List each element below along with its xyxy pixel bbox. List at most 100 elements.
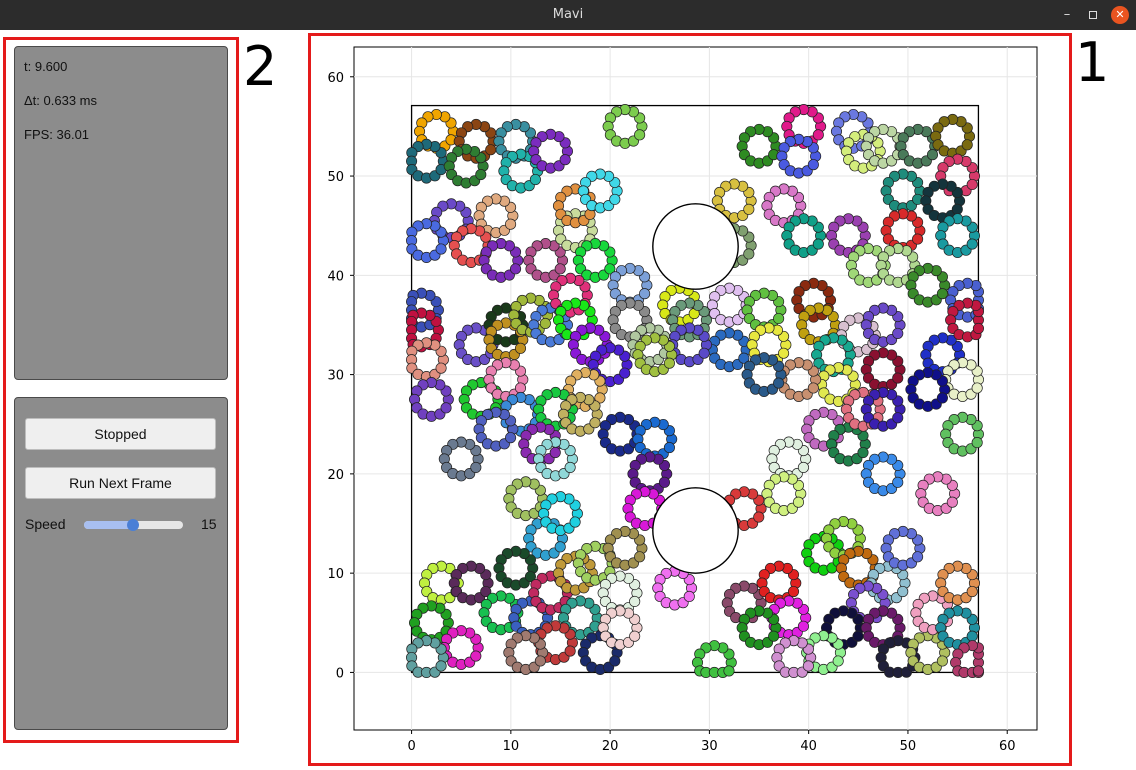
maximize-icon[interactable] [1084, 6, 1102, 24]
cell [538, 491, 583, 537]
cell [935, 560, 981, 606]
cell [448, 560, 494, 606]
cell [741, 352, 787, 398]
speed-slider-fill [84, 521, 133, 529]
cell [860, 451, 906, 497]
cell [905, 262, 951, 308]
cell [930, 113, 976, 159]
cell-bead [812, 129, 824, 141]
cell [406, 218, 449, 264]
cell [406, 337, 449, 383]
cell [706, 327, 752, 373]
cell-bead [753, 511, 765, 523]
cell-bead [773, 312, 785, 325]
cell-bead [634, 551, 646, 563]
cell-bead [926, 149, 939, 161]
annotation-box-panel [3, 37, 239, 743]
cell [557, 391, 603, 437]
cell-bead [832, 655, 844, 667]
cell-bead [505, 218, 517, 230]
cell [602, 103, 648, 149]
cell [860, 386, 906, 432]
cell-bead [946, 496, 958, 508]
cell [438, 625, 484, 671]
cell-bead [480, 585, 492, 598]
fps-readout: FPS: 36.01 [24, 127, 90, 142]
cell-bead [787, 585, 800, 598]
cell-bead [807, 382, 819, 394]
cell-bead [723, 665, 735, 677]
cell-bead [663, 442, 675, 454]
cell [940, 411, 984, 457]
window-title: Mavi [552, 7, 584, 22]
simulation-plot: 0 10 20 30 40 50 60 0 10 20 30 40 50 60 [313, 38, 1068, 764]
y-tick-label: 10 [327, 567, 344, 582]
cell-bead [505, 432, 517, 444]
cell-bead [743, 203, 755, 215]
x-tick-label: 20 [602, 739, 619, 754]
cell-bead [529, 173, 541, 186]
cell-bead [912, 551, 924, 563]
y-tick-label: 40 [327, 269, 344, 284]
run-next-frame-button[interactable]: Run Next Frame [25, 467, 216, 499]
obstacle-circle [652, 487, 739, 574]
cell-bead [971, 382, 983, 394]
speed-slider-handle[interactable] [126, 519, 139, 531]
cell [950, 640, 984, 678]
cell [602, 525, 648, 571]
close-icon[interactable]: ✕ [1111, 6, 1129, 24]
cell [761, 471, 807, 517]
cell-bead [475, 169, 487, 181]
cell [825, 213, 871, 259]
cell-bead [609, 193, 621, 205]
cell-bead [619, 367, 631, 379]
cell-bead [971, 437, 983, 449]
cell-bead [524, 571, 536, 583]
y-tick-label: 60 [327, 71, 344, 86]
cell-bead [554, 263, 566, 275]
cell-bead [743, 248, 755, 260]
x-tick-label: 60 [999, 739, 1016, 754]
cell-bead [435, 660, 447, 672]
cell [880, 168, 926, 214]
obstacle-circle [652, 203, 739, 290]
cell-bead [936, 392, 948, 404]
cell-bead [768, 630, 780, 642]
cell-bead [897, 585, 909, 598]
cell-bead [773, 377, 785, 389]
speed-slider[interactable] [84, 519, 183, 531]
y-tick-label: 30 [327, 369, 344, 384]
minimize-icon[interactable]: – [1063, 7, 1071, 22]
cell-bead [852, 630, 864, 642]
cell-bead [936, 655, 948, 667]
cell-bead [892, 327, 904, 339]
cell [915, 471, 961, 517]
cell [880, 525, 926, 571]
cell-bead [912, 233, 924, 245]
cell [905, 630, 951, 675]
cell-bead [951, 203, 963, 215]
cell [572, 238, 618, 283]
cell-bead [539, 317, 551, 330]
cell [736, 605, 782, 651]
cell-bead [802, 660, 814, 672]
cell-bead [812, 238, 824, 250]
cell-bead [892, 412, 904, 424]
cell-bead [634, 129, 646, 141]
cell [503, 630, 549, 675]
cell [528, 570, 573, 616]
speed-label: Speed [25, 516, 66, 532]
cell [406, 635, 449, 678]
cell-bead [564, 645, 576, 657]
simulation-plot-svg: 0 10 20 30 40 50 60 0 10 20 30 40 50 60 [327, 46, 1038, 754]
cell-bead [594, 392, 606, 404]
run-state-button[interactable]: Stopped [25, 418, 216, 450]
cell-bead [892, 476, 904, 488]
annotation-label-plot: 1 [1075, 31, 1110, 94]
cell-bead [972, 322, 984, 334]
annotation-box-plot [308, 33, 1072, 766]
cell-bead [514, 382, 527, 394]
cell-bead [807, 159, 819, 171]
cell-bead [569, 516, 581, 528]
cell [905, 367, 951, 412]
